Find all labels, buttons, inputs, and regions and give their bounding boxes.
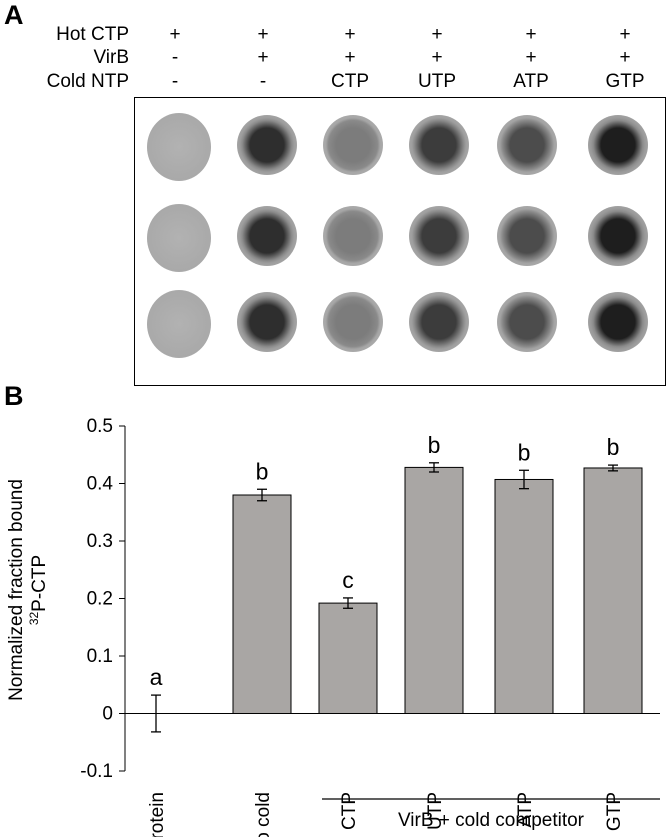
condition-mark-hot-ctp-6: + <box>619 24 631 45</box>
x-category-label: no protein <box>147 792 168 837</box>
x-category-label: ATP <box>515 792 536 828</box>
condition-mark-hot-ctp-4: + <box>431 24 443 45</box>
y-tick-label: 0.4 <box>87 474 114 495</box>
condition-mark-virb-1: - <box>171 47 179 68</box>
blot-spot <box>323 115 383 175</box>
condition-mark-hot-ctp-2: + <box>257 24 269 45</box>
y-axis-title-rest: P-CTP <box>29 555 50 612</box>
x-category-label: CTP <box>339 792 360 830</box>
bar-no-cold <box>232 494 292 714</box>
row-label-cold-ntp: Cold NTP <box>46 71 129 92</box>
y-tick-label: 0.1 <box>87 646 113 667</box>
blot-spot <box>497 115 557 175</box>
condition-mark-virb-4: + <box>431 47 443 68</box>
condition-mark-cold-ntp-3: CTP <box>331 71 369 92</box>
blot-spot <box>237 206 297 266</box>
blot-spot <box>409 206 469 266</box>
condition-mark-cold-ntp-4: UTP <box>418 71 456 92</box>
panel-b-letter: B <box>4 381 24 411</box>
blot-spot <box>147 204 211 272</box>
bar-CTP <box>318 602 378 714</box>
bar-UTP <box>404 466 464 714</box>
blot-spot <box>588 206 648 266</box>
significance-letter: b <box>428 432 441 458</box>
blot-spot <box>588 292 648 352</box>
blot-spot <box>323 206 383 266</box>
x-category-label: no cold <box>253 792 274 837</box>
condition-mark-virb-5: + <box>525 47 537 68</box>
condition-mark-hot-ctp-3: + <box>344 24 356 45</box>
blot-spot <box>588 115 648 175</box>
y-tick-label: 0 <box>102 704 113 725</box>
significance-letter: a <box>150 664 163 690</box>
condition-mark-hot-ctp-5: + <box>525 24 537 45</box>
condition-mark-cold-ntp-6: GTP <box>605 71 645 92</box>
significance-letter: b <box>256 458 269 484</box>
blot-spot <box>409 115 469 175</box>
y-axis-title-superscript: 32 <box>27 612 41 626</box>
blot-spot <box>497 292 557 352</box>
significance-letter: b <box>607 434 620 460</box>
blot-spot <box>323 292 383 352</box>
blot-spot <box>237 292 297 352</box>
y-axis-title-line2: 32P-CTP <box>27 555 50 625</box>
row-label-hot-ctp: Hot CTP <box>56 24 129 45</box>
condition-mark-virb-2: + <box>257 47 269 68</box>
blot-spot <box>147 290 211 358</box>
condition-mark-virb-3: + <box>344 47 356 68</box>
blot-spot <box>409 292 469 352</box>
row-label-virb: VirB <box>93 47 129 68</box>
condition-mark-cold-ntp-2: - <box>259 71 267 92</box>
condition-mark-cold-ntp-1: - <box>171 71 179 92</box>
blot-spot <box>497 206 557 266</box>
blot-spot <box>237 115 297 175</box>
condition-mark-cold-ntp-5: ATP <box>513 71 549 92</box>
panel-a-letter: A <box>4 0 24 30</box>
y-tick-label: 0.2 <box>87 589 113 610</box>
blot-spot <box>147 113 211 181</box>
x-category-label: UTP <box>425 792 446 830</box>
condition-mark-hot-ctp-1: + <box>169 24 181 45</box>
significance-letter: b <box>518 439 531 465</box>
significance-letter: c <box>342 567 354 593</box>
y-axis-title-line1: Normalized fraction bound <box>6 479 27 701</box>
y-tick-label: 0.3 <box>87 531 113 552</box>
x-category-label: GTP <box>604 792 625 831</box>
bar-GTP <box>583 467 643 714</box>
group-label: VirB + cold competitor <box>398 810 585 831</box>
dot-blot-image <box>134 97 666 386</box>
bar-ATP <box>494 478 554 714</box>
condition-mark-virb-6: + <box>619 47 631 68</box>
y-tick-label: 0.5 <box>87 416 113 437</box>
y-tick-label: -0.1 <box>80 761 113 782</box>
